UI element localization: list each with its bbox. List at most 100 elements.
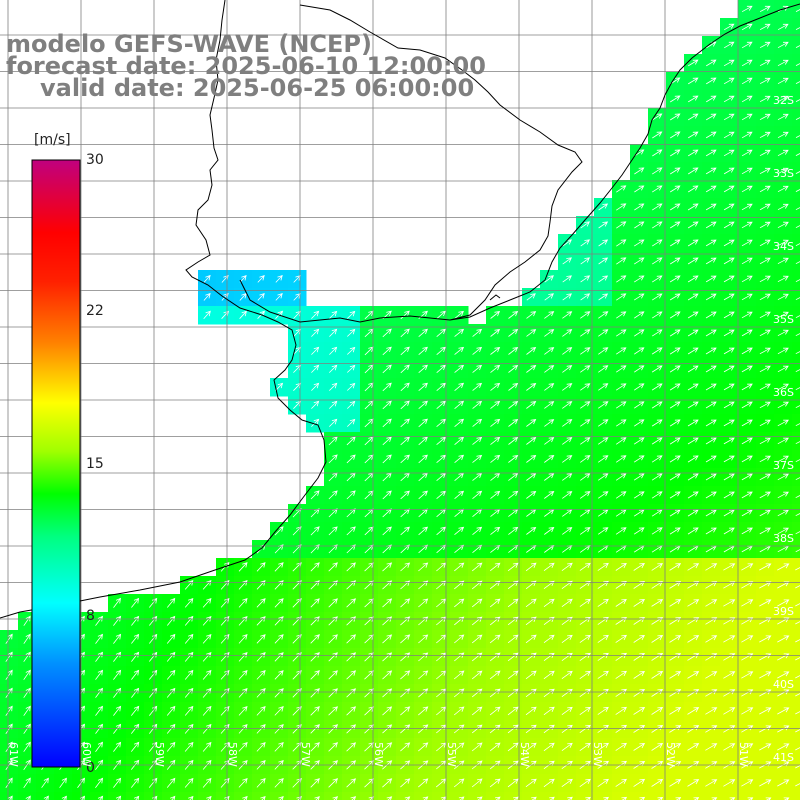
wind-arrow bbox=[741, 185, 753, 193]
wind-arrow bbox=[741, 329, 753, 337]
wind-arrow bbox=[741, 743, 754, 751]
wind-arrow bbox=[95, 705, 103, 716]
wind-arrow bbox=[759, 563, 772, 571]
wind-arrow bbox=[274, 634, 284, 644]
lon-label: 56W bbox=[372, 742, 385, 767]
wind-arrow bbox=[490, 400, 501, 409]
wind-arrow bbox=[436, 418, 447, 428]
wind-arrow bbox=[238, 633, 248, 644]
wind-arrow bbox=[633, 563, 646, 571]
wind-arrow bbox=[347, 346, 356, 355]
ocean-cell bbox=[792, 18, 800, 37]
wind-arrow bbox=[669, 779, 682, 787]
wind-arrow bbox=[113, 741, 122, 752]
wind-arrow bbox=[621, 796, 628, 800]
model-title: modelo GEFS-WAVE (NCEP) bbox=[6, 30, 372, 58]
wind-arrow bbox=[615, 527, 627, 535]
wind-arrow bbox=[257, 274, 265, 283]
wind-arrow bbox=[382, 400, 392, 410]
wind-arrow bbox=[615, 563, 627, 571]
wind-arrow bbox=[777, 491, 789, 499]
wind-arrow bbox=[777, 437, 789, 445]
wind-arrow bbox=[633, 473, 645, 481]
wind-arrow bbox=[526, 329, 537, 337]
wind-arrow bbox=[687, 365, 699, 373]
wind-arrow bbox=[759, 419, 771, 427]
wind-arrow bbox=[489, 706, 501, 716]
wind-arrow bbox=[597, 473, 609, 481]
wind-arrow bbox=[454, 382, 465, 392]
wind-arrow bbox=[687, 653, 700, 661]
wind-arrow bbox=[705, 221, 717, 229]
wind-arrow bbox=[687, 77, 699, 85]
wind-arrow bbox=[202, 615, 212, 626]
wind-arrow bbox=[687, 275, 699, 283]
wind-arrow bbox=[795, 711, 800, 715]
wind-arrow bbox=[202, 777, 212, 788]
wind-arrow bbox=[346, 526, 356, 536]
wind-arrow bbox=[458, 796, 465, 800]
wind-arrow bbox=[544, 527, 555, 535]
wind-arrow bbox=[633, 707, 646, 715]
wind-arrow bbox=[561, 652, 573, 662]
wind-arrow bbox=[347, 400, 356, 409]
wind-arrow bbox=[346, 742, 357, 752]
wind-arrow bbox=[705, 185, 717, 193]
wind-arrow bbox=[598, 383, 609, 391]
wind-arrow bbox=[257, 293, 265, 301]
wind-arrow bbox=[490, 346, 501, 355]
wind-arrow bbox=[526, 346, 537, 355]
wind-arrow bbox=[513, 796, 519, 800]
wind-arrow bbox=[759, 221, 771, 229]
wind-arrow bbox=[777, 455, 789, 463]
wind-arrow bbox=[705, 239, 717, 247]
wind-arrow bbox=[562, 437, 573, 445]
wind-arrow bbox=[472, 490, 483, 500]
ocean-cell bbox=[792, 684, 800, 703]
wind-arrow bbox=[687, 347, 699, 355]
wind-arrow bbox=[669, 671, 682, 679]
wind-arrow bbox=[795, 153, 800, 156]
wind-arrow bbox=[561, 742, 573, 752]
wind-arrow bbox=[723, 113, 735, 121]
wind-arrow bbox=[490, 526, 501, 535]
wind-arrow bbox=[687, 329, 699, 337]
wind-arrow bbox=[472, 328, 483, 337]
wind-arrow bbox=[543, 598, 555, 608]
wind-arrow bbox=[23, 723, 31, 734]
ocean-cell bbox=[792, 126, 800, 145]
wind-arrow bbox=[453, 778, 465, 788]
wind-arrow bbox=[741, 689, 754, 697]
ocean-cell bbox=[792, 612, 800, 631]
wind-arrow bbox=[561, 562, 573, 572]
wind-arrow bbox=[436, 310, 446, 320]
wind-arrow bbox=[777, 59, 789, 67]
wind-arrow bbox=[328, 706, 339, 716]
wind-arrow bbox=[256, 705, 266, 716]
ocean-cell bbox=[792, 180, 800, 199]
wind-arrow bbox=[723, 257, 735, 265]
wind-arrow bbox=[777, 239, 789, 247]
wind-arrow bbox=[220, 615, 230, 626]
wind-arrow bbox=[400, 778, 411, 788]
wind-arrow bbox=[544, 347, 555, 355]
wind-arrow bbox=[723, 311, 735, 319]
wind-arrow bbox=[580, 383, 591, 391]
lat-label: 34S bbox=[773, 240, 794, 253]
lon-label: 52W bbox=[664, 742, 677, 767]
wind-arrow bbox=[777, 743, 790, 751]
wind-arrow bbox=[759, 491, 771, 499]
wind-arrow bbox=[687, 707, 700, 715]
wind-arrow bbox=[687, 401, 699, 409]
wind-arrow bbox=[202, 597, 212, 608]
wind-arrow bbox=[418, 526, 429, 536]
wind-arrow bbox=[562, 473, 573, 481]
wind-arrow bbox=[454, 652, 465, 662]
wind-arrow bbox=[777, 41, 789, 49]
ocean-cell bbox=[792, 594, 800, 613]
wind-arrow bbox=[687, 473, 699, 481]
wind-arrow bbox=[795, 405, 800, 409]
wind-arrow bbox=[347, 382, 356, 391]
wind-arrow bbox=[777, 581, 790, 589]
wind-arrow bbox=[382, 418, 392, 428]
